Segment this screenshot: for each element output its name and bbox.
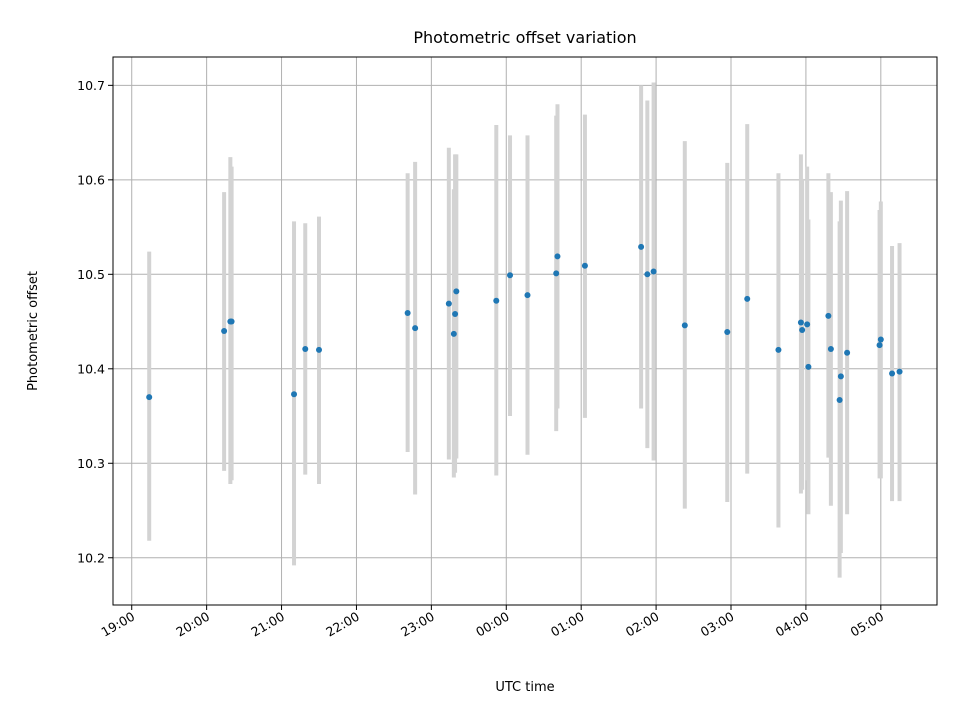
y-tick-label: 10.4 <box>77 361 105 376</box>
data-point <box>844 349 851 356</box>
y-axis-ticks: 10.2 10.3 10.4 10.5 10.6 10.7 <box>77 78 113 565</box>
data-point <box>889 370 896 377</box>
data-point <box>744 295 751 302</box>
data-point <box>146 394 153 401</box>
data-point <box>452 310 459 317</box>
data-point <box>404 310 411 317</box>
data-point <box>553 270 560 277</box>
data-point <box>450 330 457 337</box>
x-axis-label: UTC time <box>495 680 554 695</box>
chart-title: Photometric offset variation <box>413 28 636 47</box>
data-point <box>524 292 531 299</box>
data-point <box>836 396 843 403</box>
data-point <box>554 253 561 260</box>
data-point <box>644 271 651 278</box>
data-point <box>877 336 884 343</box>
data-point <box>799 327 806 334</box>
y-tick-label: 10.3 <box>77 456 105 471</box>
plot-frame <box>112 56 938 606</box>
data-point <box>221 328 228 334</box>
data-point <box>804 321 811 328</box>
data-point <box>316 346 322 353</box>
data-point <box>412 325 419 332</box>
data-point <box>827 345 834 352</box>
data-point <box>837 373 844 380</box>
data-point <box>825 312 832 319</box>
y-tick-label: 10.5 <box>77 267 105 282</box>
data-points <box>146 243 903 403</box>
y-axis-label: Photometric offset <box>26 271 41 391</box>
data-point <box>797 319 804 326</box>
data-point <box>453 288 460 295</box>
data-point <box>724 328 731 335</box>
data-point <box>291 391 298 398</box>
data-point <box>876 342 883 349</box>
data-point <box>581 262 588 269</box>
data-point <box>681 322 688 329</box>
data-point <box>228 318 235 325</box>
data-point <box>650 268 657 275</box>
y-tick-label: 10.7 <box>77 78 105 93</box>
data-point <box>805 363 812 370</box>
data-point <box>638 243 645 250</box>
data-point <box>896 368 903 375</box>
y-tick-label: 10.6 <box>77 172 105 187</box>
data-point <box>445 300 452 307</box>
data-point <box>302 345 309 352</box>
data-point <box>775 346 782 353</box>
y-tick-label: 10.2 <box>77 550 105 565</box>
data-point <box>507 272 514 279</box>
data-point <box>493 297 500 304</box>
